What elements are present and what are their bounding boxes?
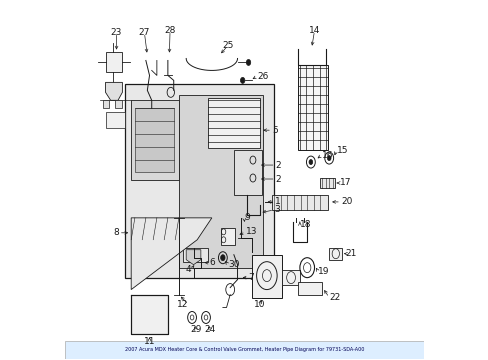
Text: 2: 2 <box>275 175 281 184</box>
Text: 25: 25 <box>222 41 233 50</box>
Text: 18: 18 <box>299 220 311 229</box>
Text: 6: 6 <box>208 258 214 267</box>
Text: 10: 10 <box>253 300 265 309</box>
Polygon shape <box>186 250 201 265</box>
Polygon shape <box>105 112 125 128</box>
Text: 17: 17 <box>340 179 351 188</box>
Text: 21: 21 <box>345 249 356 258</box>
Ellipse shape <box>240 77 244 84</box>
Text: 23: 23 <box>111 28 122 37</box>
Polygon shape <box>179 95 263 268</box>
Text: 29: 29 <box>190 325 201 334</box>
Text: 13: 13 <box>245 227 257 236</box>
Polygon shape <box>233 150 261 195</box>
Text: 20: 20 <box>340 197 351 206</box>
Polygon shape <box>320 178 334 188</box>
Polygon shape <box>281 270 299 285</box>
Polygon shape <box>105 53 122 72</box>
Polygon shape <box>135 108 173 172</box>
Text: 5: 5 <box>271 126 277 135</box>
Text: 19: 19 <box>318 267 329 276</box>
Text: 4: 4 <box>185 265 191 274</box>
Bar <box>65 341 423 359</box>
Polygon shape <box>131 294 167 334</box>
Text: 16: 16 <box>321 150 333 159</box>
Text: 24: 24 <box>204 325 216 334</box>
Polygon shape <box>125 84 274 278</box>
Text: 28: 28 <box>164 26 175 35</box>
Polygon shape <box>271 195 327 210</box>
Polygon shape <box>103 100 109 108</box>
Polygon shape <box>182 248 208 262</box>
Polygon shape <box>298 66 327 150</box>
Polygon shape <box>115 100 122 108</box>
Text: 9: 9 <box>244 213 249 222</box>
Text: 27: 27 <box>139 28 150 37</box>
Polygon shape <box>105 82 122 100</box>
Text: 3: 3 <box>274 206 279 215</box>
Polygon shape <box>298 282 321 294</box>
Text: 1: 1 <box>274 197 280 206</box>
Ellipse shape <box>326 156 330 161</box>
Text: 12: 12 <box>177 300 188 309</box>
Polygon shape <box>131 100 179 180</box>
Polygon shape <box>131 218 211 289</box>
Text: 2: 2 <box>275 161 281 170</box>
Polygon shape <box>208 98 259 148</box>
Ellipse shape <box>220 255 224 261</box>
Ellipse shape <box>308 159 312 165</box>
Text: 22: 22 <box>328 293 340 302</box>
Text: 30: 30 <box>227 260 239 269</box>
Text: 26: 26 <box>257 72 268 81</box>
Text: 11: 11 <box>143 337 155 346</box>
Text: 7: 7 <box>248 273 254 282</box>
Polygon shape <box>252 255 281 298</box>
Text: 15: 15 <box>336 145 347 154</box>
Text: 8: 8 <box>113 228 119 237</box>
Ellipse shape <box>246 59 250 66</box>
Polygon shape <box>328 248 342 260</box>
Polygon shape <box>220 228 235 245</box>
Text: 14: 14 <box>308 26 320 35</box>
Text: 2007 Acura MDX Heater Core & Control Valve Grommet, Heater Pipe Diagram for 7973: 2007 Acura MDX Heater Core & Control Val… <box>124 347 364 352</box>
